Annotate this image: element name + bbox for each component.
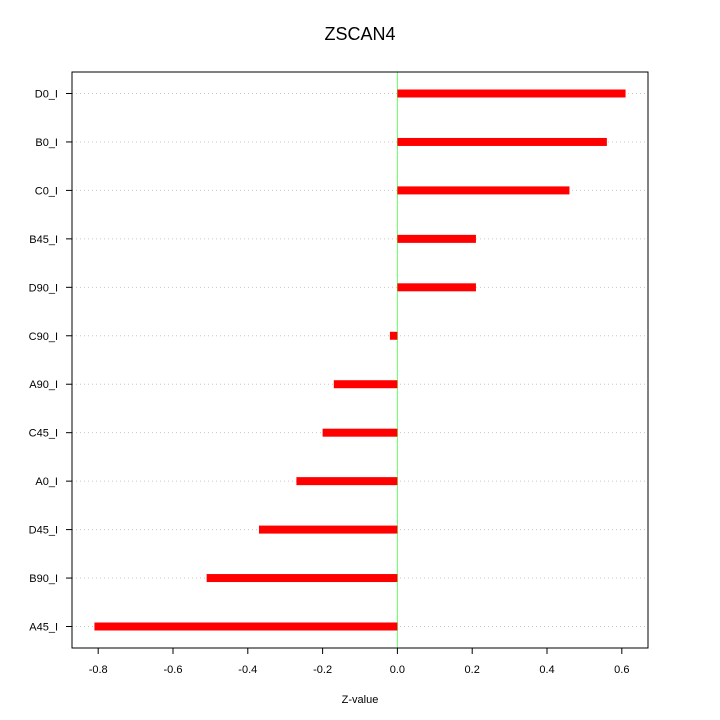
y-tick-label: D90_I bbox=[29, 282, 58, 294]
bar-a45_i bbox=[94, 622, 398, 631]
bar-d0_i bbox=[397, 89, 626, 98]
chart-title: ZSCAN4 bbox=[324, 24, 395, 44]
bar-c45_i bbox=[322, 428, 398, 437]
y-tick-label: D45_I bbox=[29, 525, 58, 537]
x-tick-label: -0.6 bbox=[164, 664, 183, 676]
bar-b90_i bbox=[206, 574, 398, 583]
y-tick-label: C0_I bbox=[35, 185, 58, 197]
bar-c90_i bbox=[389, 331, 398, 340]
x-tick-label: 0.6 bbox=[614, 664, 629, 676]
y-tick-label: B45_I bbox=[29, 234, 58, 246]
bar-a0_i bbox=[296, 477, 398, 486]
x-axis: -0.8 -0.6 -0.4 -0.2 0.0 0.2 0.4 0.6 bbox=[89, 648, 629, 676]
bar-d45_i bbox=[259, 525, 398, 534]
y-tick-label: A0_I bbox=[35, 476, 58, 488]
y-tick-label: A90_I bbox=[29, 379, 58, 391]
x-tick-label: -0.2 bbox=[313, 664, 332, 676]
x-tick-label: 0.2 bbox=[465, 664, 480, 676]
y-tick-label: C90_I bbox=[29, 331, 58, 343]
y-tick-label: B90_I bbox=[29, 573, 58, 585]
y-axis: D0_I B0_I C0_I B45_I D90_I C90_I A90_I C45_I A0_… bbox=[29, 89, 72, 634]
bar-d90_i bbox=[397, 283, 476, 292]
x-tick-label: -0.8 bbox=[89, 664, 108, 676]
y-tick-label: A45_I bbox=[29, 622, 58, 634]
bar-c0_i bbox=[397, 186, 570, 195]
bar-b0_i bbox=[397, 137, 607, 146]
x-tick-label: 0.4 bbox=[539, 664, 554, 676]
bars bbox=[94, 89, 626, 631]
x-tick-label: 0.0 bbox=[390, 664, 405, 676]
y-tick-label: C45_I bbox=[29, 428, 58, 440]
x-axis-label: Z-value bbox=[342, 694, 379, 706]
plot-frame bbox=[71, 71, 649, 649]
bar-a90_i bbox=[333, 380, 398, 389]
bar-b45_i bbox=[397, 234, 476, 243]
y-tick-label: B0_I bbox=[35, 137, 58, 149]
y-tick-label: D0_I bbox=[35, 89, 58, 101]
x-tick-label: -0.4 bbox=[238, 664, 257, 676]
grid-lines bbox=[72, 93, 648, 627]
